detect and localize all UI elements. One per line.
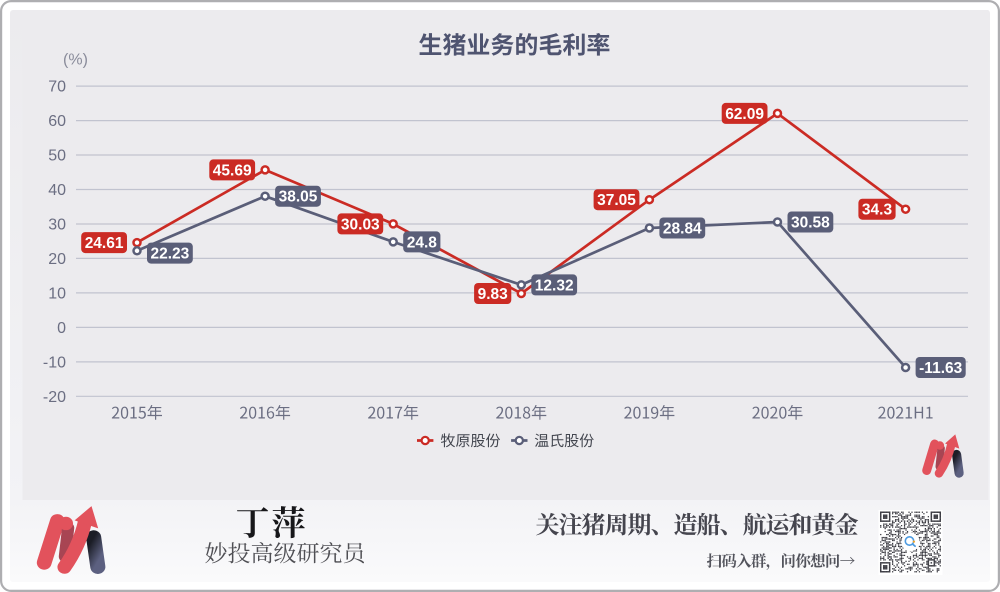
svg-text:24.8: 24.8 (407, 234, 438, 251)
svg-text:22.23: 22.23 (151, 246, 190, 263)
svg-text:70: 70 (48, 79, 66, 96)
svg-text:24.61: 24.61 (85, 235, 124, 252)
svg-text:(%): (%) (63, 52, 88, 69)
svg-text:9.83: 9.83 (478, 286, 509, 303)
svg-text:37.05: 37.05 (597, 192, 636, 209)
svg-text:20: 20 (48, 251, 66, 268)
svg-text:28.84: 28.84 (663, 220, 702, 237)
svg-text:60: 60 (48, 113, 66, 130)
svg-text:-20: -20 (43, 389, 66, 406)
svg-text:62.09: 62.09 (725, 106, 764, 123)
svg-text:38.05: 38.05 (279, 189, 318, 206)
svg-text:0: 0 (57, 320, 66, 337)
svg-text:10: 10 (48, 285, 66, 302)
svg-text:12.32: 12.32 (535, 277, 574, 294)
svg-text:40: 40 (48, 182, 66, 199)
svg-text:45.69: 45.69 (213, 162, 252, 179)
svg-text:30.58: 30.58 (791, 214, 830, 231)
svg-text:30: 30 (48, 217, 66, 234)
svg-text:-10: -10 (43, 354, 66, 371)
svg-text:-11.63: -11.63 (919, 360, 962, 377)
svg-text:34.3: 34.3 (862, 202, 893, 219)
svg-text:50: 50 (48, 148, 66, 165)
svg-text:30.03: 30.03 (341, 216, 380, 233)
